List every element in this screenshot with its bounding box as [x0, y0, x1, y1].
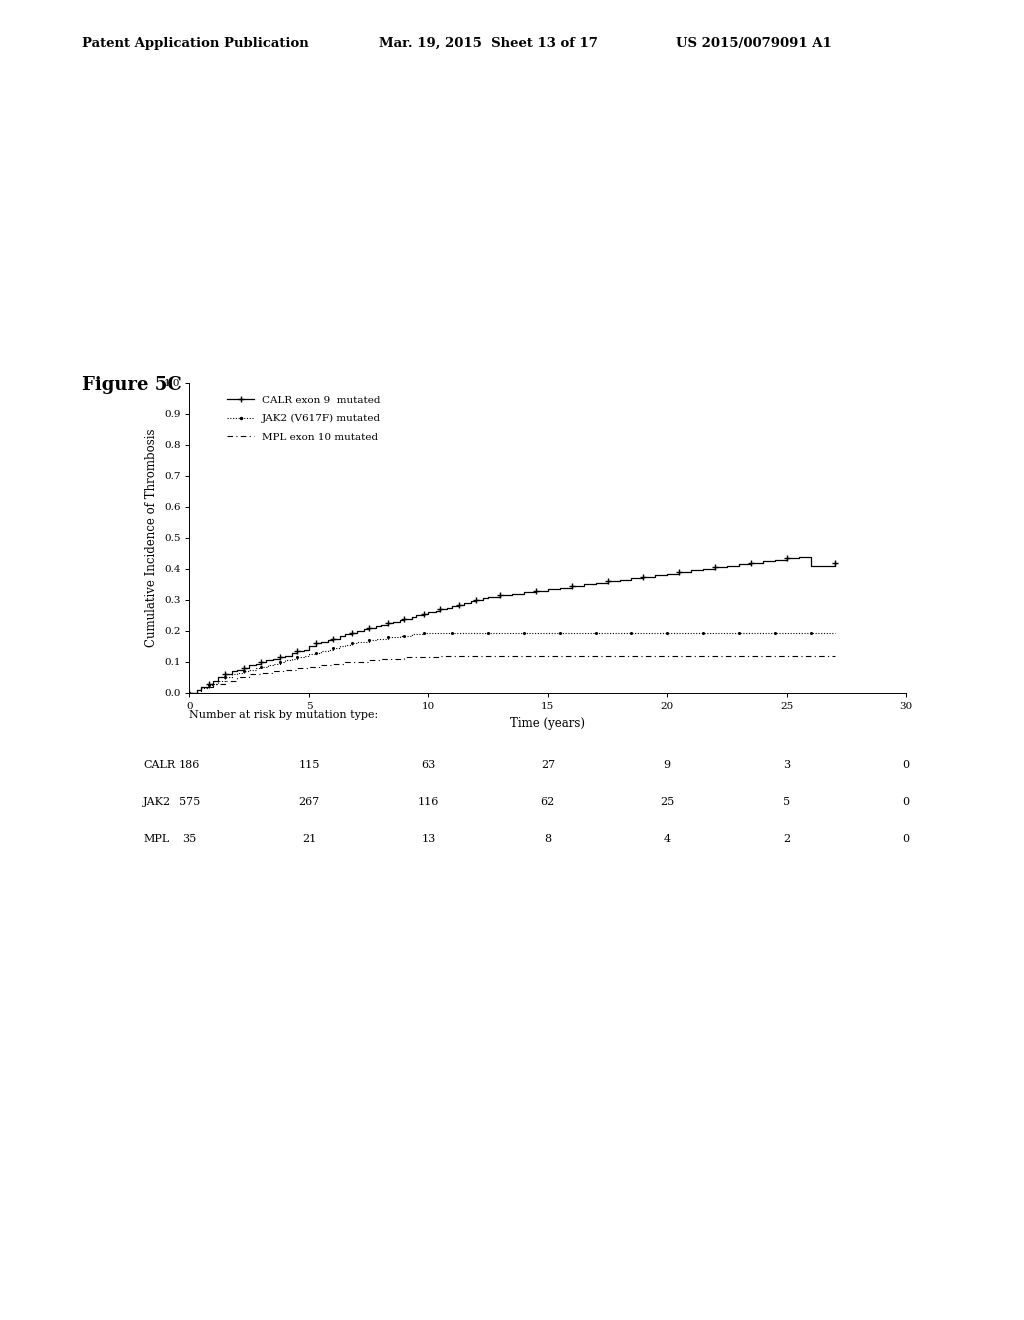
- Text: 116: 116: [418, 797, 439, 808]
- Text: 21: 21: [302, 834, 316, 845]
- Text: Mar. 19, 2015  Sheet 13 of 17: Mar. 19, 2015 Sheet 13 of 17: [379, 37, 598, 50]
- Text: 63: 63: [421, 760, 435, 771]
- Text: 115: 115: [298, 760, 319, 771]
- Text: 27: 27: [541, 760, 555, 771]
- Y-axis label: Cumulative Incidence of Thrombosis: Cumulative Incidence of Thrombosis: [145, 429, 159, 647]
- Text: MPL: MPL: [143, 834, 170, 845]
- Text: 0: 0: [903, 797, 909, 808]
- Text: 575: 575: [179, 797, 200, 808]
- Text: 35: 35: [182, 834, 197, 845]
- X-axis label: Time (years): Time (years): [510, 717, 586, 730]
- Text: US 2015/0079091 A1: US 2015/0079091 A1: [676, 37, 831, 50]
- Text: 25: 25: [660, 797, 675, 808]
- Text: 5: 5: [783, 797, 791, 808]
- Text: Number at risk by mutation type:: Number at risk by mutation type:: [189, 710, 379, 721]
- Legend: CALR exon 9  mutated, JAK2 (V617F) mutated, MPL exon 10 mutated: CALR exon 9 mutated, JAK2 (V617F) mutate…: [223, 391, 385, 446]
- Text: 62: 62: [541, 797, 555, 808]
- Text: CALR: CALR: [143, 760, 175, 771]
- Text: 0: 0: [903, 760, 909, 771]
- Text: JAK2: JAK2: [143, 797, 171, 808]
- Text: Figure 5C: Figure 5C: [82, 376, 181, 395]
- Text: 8: 8: [545, 834, 551, 845]
- Text: 0: 0: [903, 834, 909, 845]
- Text: Patent Application Publication: Patent Application Publication: [82, 37, 308, 50]
- Text: 9: 9: [664, 760, 671, 771]
- Text: 13: 13: [421, 834, 435, 845]
- Text: 4: 4: [664, 834, 671, 845]
- Text: 267: 267: [298, 797, 319, 808]
- Text: 186: 186: [179, 760, 200, 771]
- Text: 2: 2: [783, 834, 791, 845]
- Text: 3: 3: [783, 760, 791, 771]
